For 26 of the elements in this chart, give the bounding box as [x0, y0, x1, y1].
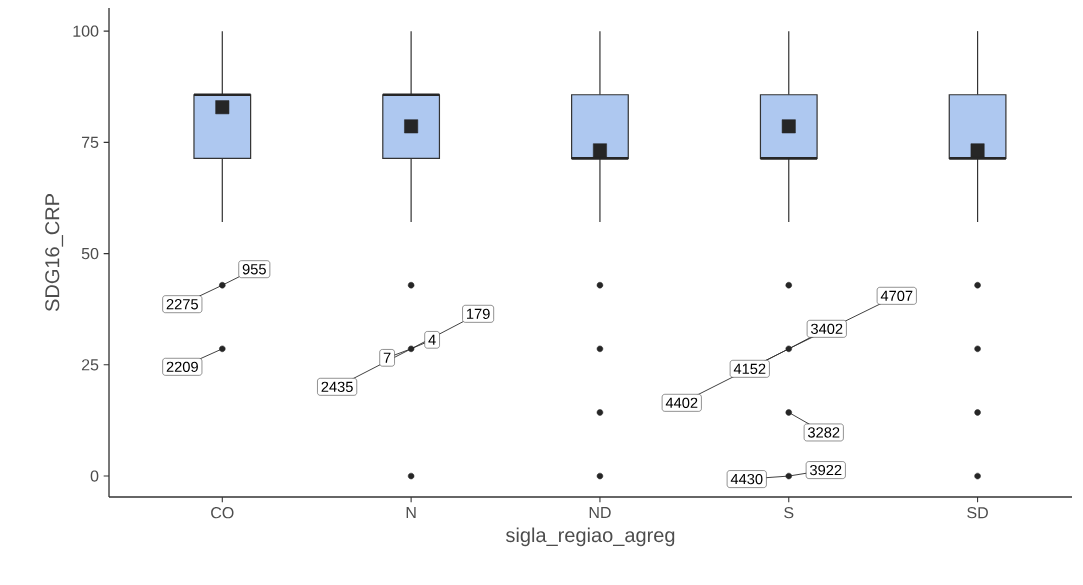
- annotation: 3402: [811, 323, 843, 335]
- annotation: 3922: [810, 464, 842, 476]
- y-axis-title: SDG16_CRP: [45, 194, 64, 312]
- x-axis-title: sigla_regiao_agreg: [506, 527, 675, 547]
- x-tick-label: S: [784, 507, 794, 519]
- annotation: 179: [466, 308, 490, 320]
- x-tick-label: ND: [589, 507, 611, 519]
- annotation: 4402: [665, 397, 698, 409]
- annotation: 4707: [880, 290, 913, 302]
- annotation: 3282: [808, 427, 840, 438]
- y-tick-label: 100: [73, 25, 99, 37]
- annotation: 4: [428, 334, 436, 345]
- y-tick-label: 25: [81, 359, 99, 371]
- annotation: 2275: [166, 299, 198, 310]
- annotation: 2209: [166, 361, 198, 373]
- annotation: 4430: [730, 473, 763, 485]
- y-tick-label: 75: [81, 136, 99, 148]
- x-tick-label: CO: [211, 507, 234, 519]
- y-tick-label: 0: [90, 470, 99, 482]
- annotation: 955: [242, 264, 266, 275]
- y-tick-label: 50: [81, 247, 99, 260]
- annotation: 4152: [733, 363, 766, 375]
- annotation: 7: [383, 352, 391, 363]
- x-tick-label: SD: [967, 507, 988, 519]
- annotation: 2435: [321, 381, 353, 393]
- x-tick-label: N: [406, 507, 416, 519]
